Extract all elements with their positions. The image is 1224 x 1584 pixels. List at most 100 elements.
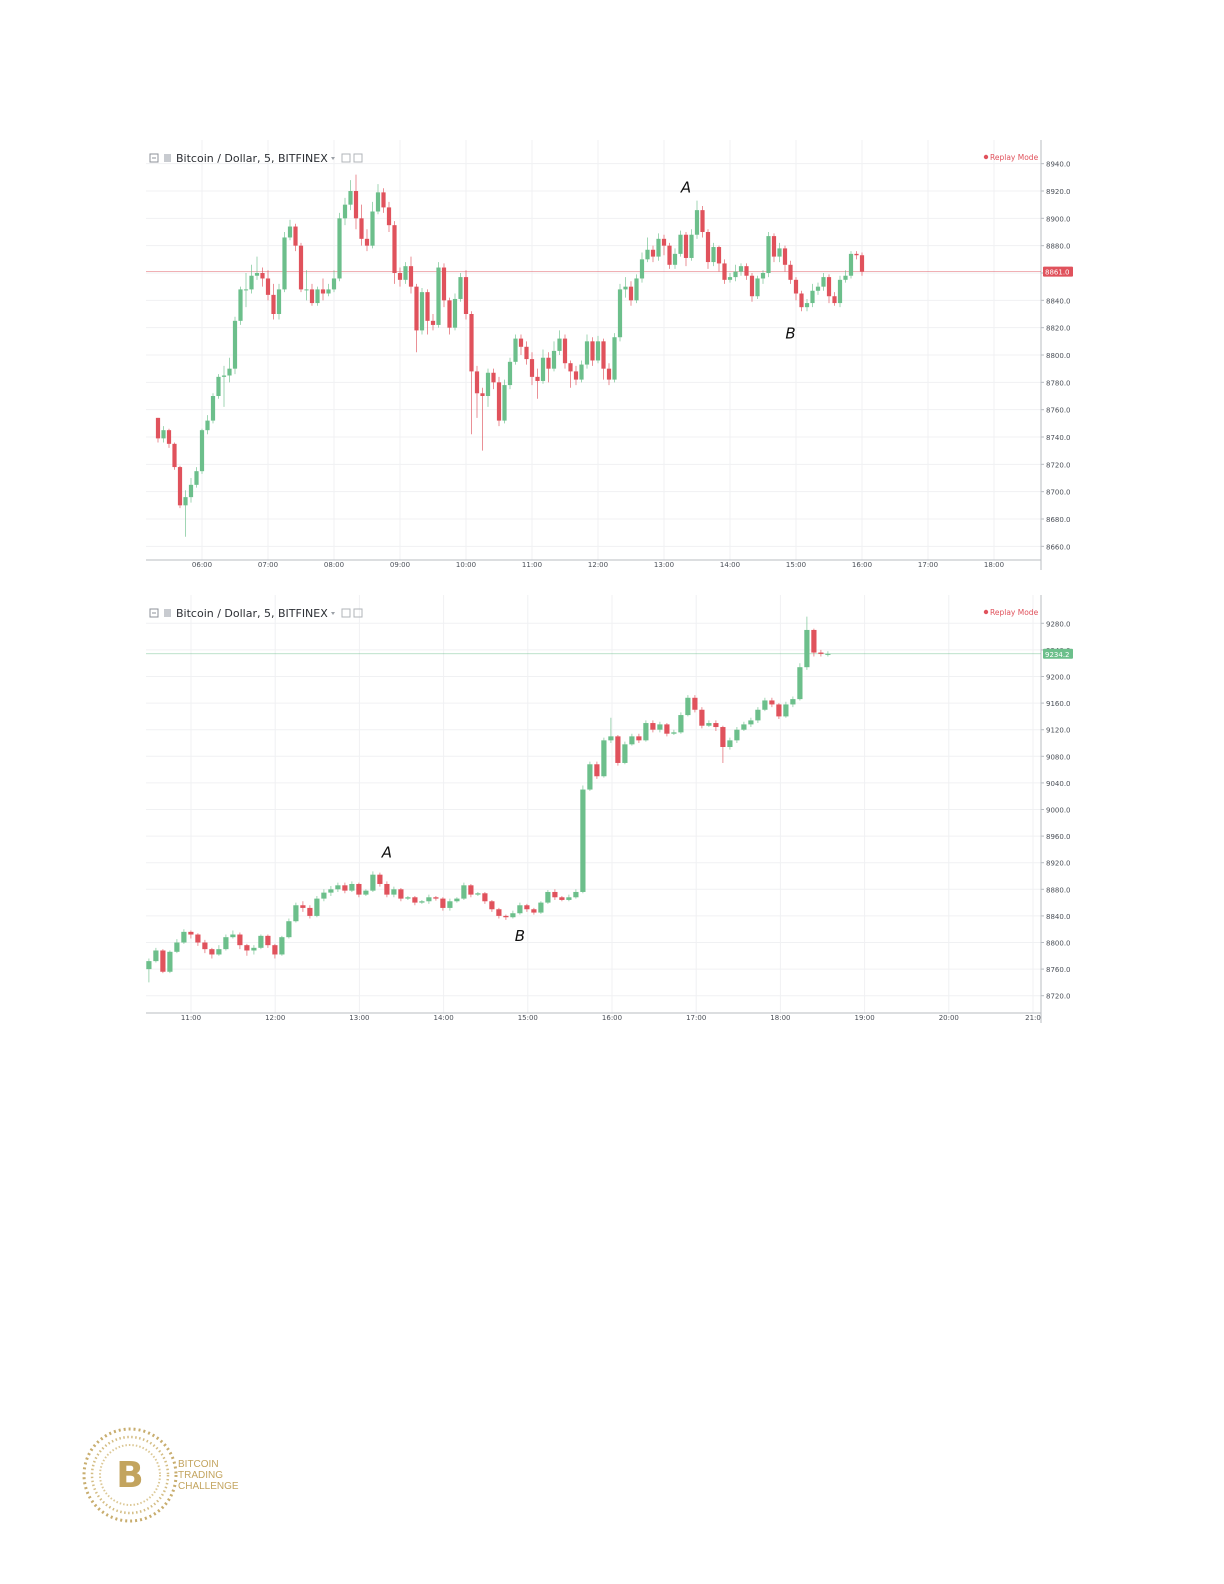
candle-body (293, 905, 299, 922)
candle (540, 349, 546, 384)
candle-body (326, 289, 331, 294)
candle-body (244, 945, 250, 951)
candle-body (568, 363, 573, 372)
candle (755, 275, 760, 299)
candles (155, 174, 865, 537)
candle (195, 933, 201, 946)
candle-body (601, 740, 607, 777)
y-tick-label: 8840.0 (1046, 913, 1071, 921)
candle-body (636, 736, 642, 741)
candle (502, 379, 507, 424)
candle-body (337, 218, 342, 279)
candle-body (195, 934, 201, 943)
y-tick-label: 8780.0 (1046, 379, 1071, 387)
candle-body (425, 292, 430, 321)
candle-body (491, 372, 496, 383)
x-tick-label: 12:00 (265, 1014, 285, 1022)
candle (818, 649, 824, 657)
candle (706, 720, 712, 728)
candle-body (397, 273, 403, 280)
candle-body (348, 191, 353, 205)
candle (160, 949, 166, 974)
candle-body (628, 286, 634, 301)
chart-title: Bitcoin / Dollar, 5, BITFINEX (176, 607, 328, 620)
candle (167, 950, 173, 974)
candle-body (243, 289, 249, 291)
y-tick-label: 8760.0 (1046, 966, 1071, 974)
logo-seal-icon: B (82, 1427, 178, 1523)
candle (628, 281, 634, 306)
candle (452, 293, 458, 331)
candle-body (353, 191, 359, 219)
candle-body (546, 357, 551, 369)
candle-body (177, 467, 183, 506)
annotation-a: A (680, 179, 691, 197)
y-tick-label: 9000.0 (1046, 807, 1071, 815)
candle-body (188, 484, 194, 498)
candle (441, 263, 447, 308)
candle-body (734, 729, 740, 741)
candle (810, 283, 815, 308)
candle-body (223, 937, 229, 950)
candle-body (314, 898, 320, 916)
y-tick-label: 9040.0 (1046, 780, 1071, 788)
candle (238, 286, 243, 325)
candle (188, 478, 194, 503)
candle-body (221, 375, 227, 377)
candle (727, 737, 733, 750)
candle-body (282, 237, 287, 290)
candle-body (381, 192, 386, 208)
candle (320, 278, 326, 301)
candle-body (183, 497, 188, 506)
candle (469, 311, 474, 435)
replay-dot-icon (983, 154, 989, 160)
y-tick-label: 8800.0 (1046, 940, 1071, 948)
candle-body (656, 238, 661, 257)
candle (300, 901, 306, 912)
candle (254, 256, 260, 280)
candle (161, 426, 166, 443)
candle (568, 360, 573, 388)
candle-body (608, 736, 614, 741)
chart-header: Bitcoin / Dollar, 5, BITFINEX (149, 152, 363, 165)
candle-body (513, 338, 518, 362)
candle (337, 212, 342, 282)
candle-body (678, 715, 684, 733)
candle (507, 357, 513, 390)
candle-body (711, 247, 716, 263)
logo-glyph: B (116, 1455, 143, 1496)
candle (685, 695, 691, 717)
candle-body (377, 874, 383, 884)
candle-body (643, 723, 649, 741)
candle (244, 943, 250, 956)
candle-body (584, 341, 590, 365)
candle (783, 701, 789, 718)
candle (811, 628, 817, 657)
candle (414, 283, 419, 353)
candle-body (293, 226, 298, 246)
close-icon (353, 608, 363, 618)
candle (694, 200, 700, 239)
chart-title: Bitcoin / Dollar, 5, BITFINEX (176, 152, 328, 165)
candle-body (810, 290, 815, 304)
candle (510, 910, 516, 919)
candle-body (331, 278, 337, 290)
candle (237, 932, 243, 950)
candle (848, 251, 854, 279)
candle (748, 717, 754, 728)
candle (531, 907, 537, 915)
last-price-badge (1043, 648, 1073, 659)
candle (559, 895, 565, 902)
candle (425, 289, 430, 335)
candle-body (475, 893, 481, 895)
candle (705, 229, 711, 269)
replay-dot-icon (983, 609, 989, 615)
candle-body (848, 253, 854, 276)
candle (524, 341, 529, 365)
last-price-label: 9234.2 (1045, 651, 1070, 659)
y-tick-label: 8800.0 (1046, 352, 1071, 360)
candle (634, 274, 639, 304)
candle-body (265, 278, 271, 295)
y-tick-label: 8920.0 (1046, 188, 1071, 196)
candle-body (356, 883, 362, 895)
